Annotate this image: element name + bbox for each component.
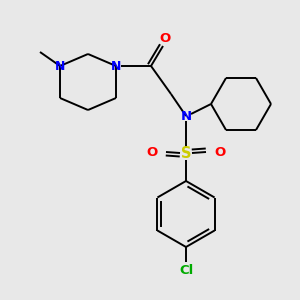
Text: O: O <box>159 32 171 44</box>
Text: N: N <box>180 110 192 122</box>
Text: N: N <box>55 59 65 73</box>
Text: Cl: Cl <box>179 265 193 278</box>
Text: S: S <box>181 146 191 161</box>
Text: O: O <box>214 146 226 158</box>
Text: N: N <box>111 59 121 73</box>
Text: O: O <box>146 146 158 158</box>
